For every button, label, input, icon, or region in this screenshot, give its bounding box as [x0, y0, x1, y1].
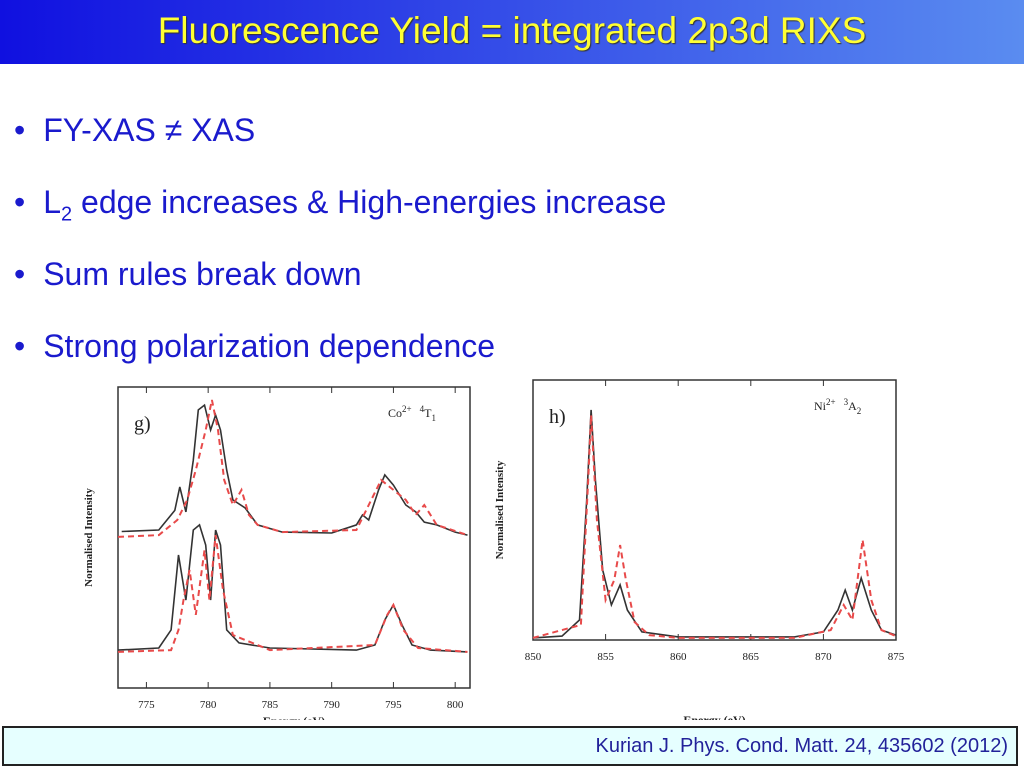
bullet: Sum rules break down [14, 250, 666, 322]
species-part: A [848, 399, 857, 413]
citation: Kurian J. Phys. Cond. Matt. 24, 435602 (… [595, 735, 1008, 757]
x-axis-label: Energy (eV) [683, 713, 745, 720]
bullet-text: Sum rules break down [43, 256, 362, 292]
x-tick-label: 790 [323, 699, 340, 711]
x-tick-label: 800 [447, 699, 464, 711]
x-tick-label: 870 [815, 651, 832, 663]
subscript: 2 [61, 203, 73, 226]
x-tick-label: 780 [200, 699, 217, 711]
plot-frame [117, 386, 471, 689]
spectrum-line [532, 409, 897, 639]
bullet-list: FY-XAS ≠ XAS L2 edge increases & High-ene… [14, 106, 666, 394]
x-tick-label: 795 [385, 699, 402, 711]
species-part: 4 [420, 404, 425, 414]
footer: Kurian J. Phys. Cond. Matt. 24, 435602 (… [2, 726, 1018, 766]
title-bar: Fluorescence Yield = integrated 2p3d RIX… [0, 0, 1024, 64]
bullet-text: Strong polarization dependence [43, 328, 496, 364]
charts: 775 780 785 790 795 800 Energy (eV) Normalised … [83, 379, 905, 720]
spectrum-line [117, 399, 468, 538]
title: Fluorescence Yield = integrated 2p3d RIX… [157, 10, 867, 51]
species-label: Ni2+ 3A2 [814, 397, 861, 416]
bullet: FY-XAS ≠ XAS [14, 106, 666, 178]
panel-label: h) [549, 406, 566, 428]
x-tick-label: 850 [525, 651, 542, 663]
bullet-text: FY-XAS ≠ XAS [43, 112, 256, 148]
x-tick-label: 875 [888, 651, 905, 663]
species-part: 2 [857, 406, 862, 416]
x-tick-label: 855 [597, 651, 614, 663]
spectrum-line [532, 415, 897, 639]
species-part: T [424, 406, 432, 420]
species-part: Ni [814, 399, 827, 413]
spectrum-line [117, 534, 468, 653]
y-axis-label: Normalised Intensity [494, 460, 506, 559]
bullet: Strong polarization dependence [14, 322, 666, 394]
species-part: 3 [844, 397, 849, 407]
species-label: Co2+ 4T1 [388, 404, 436, 423]
species-part: 2+ [826, 397, 836, 407]
bullet-text: L [43, 184, 61, 220]
species-part: Co [388, 406, 402, 420]
x-tick-label: 775 [138, 699, 155, 711]
species-part: 2+ [402, 404, 412, 414]
bullet-text: edge increases & High-energies increase [72, 184, 667, 220]
bullet: L2 edge increases & High-energies increa… [14, 178, 666, 250]
x-axis-label: Energy (eV) [263, 714, 325, 720]
x-tick-label: 860 [670, 651, 687, 663]
panel-label: g) [134, 413, 151, 435]
y-axis-label: Normalised Intensity [83, 488, 95, 587]
spectrum-line [117, 523, 468, 653]
x-tick-label: 785 [262, 699, 279, 711]
species-part: 1 [431, 413, 436, 423]
spectrum-line [121, 403, 468, 536]
plot-frame [532, 379, 897, 641]
x-tick-label: 865 [743, 651, 760, 663]
